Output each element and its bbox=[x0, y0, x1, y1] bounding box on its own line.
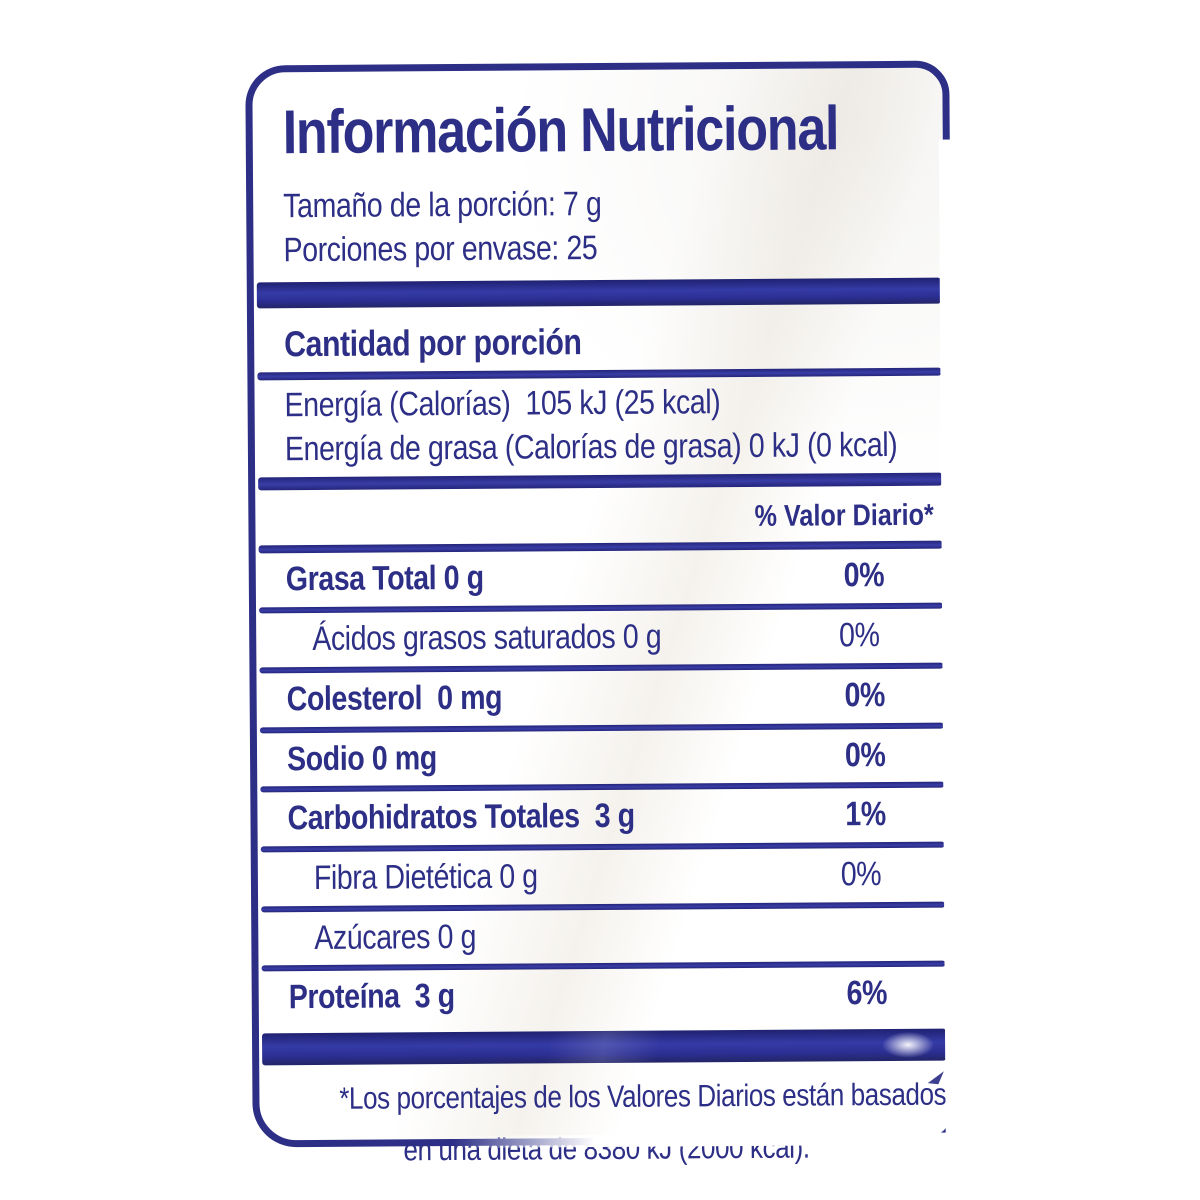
nutrition-label: Información Nutricional Tamaño de la por… bbox=[245, 60, 959, 1168]
energy-calories-text: Energía (Calorías) 105 kJ (25 kcal) bbox=[284, 383, 721, 425]
nutrient-name: Sodio 0 mg bbox=[286, 738, 437, 778]
footnote-text-1: *Los porcentajes de los Valores Diarios … bbox=[339, 1076, 947, 1116]
nutrient-dv: 0% bbox=[844, 735, 886, 774]
nutrient-row-colesterol: Colesterol 0 mg 0% bbox=[286, 668, 934, 726]
bar-gloss-streak bbox=[467, 1030, 741, 1065]
energy-row: Energía (Calorías) 105 kJ (25 kcal) bbox=[284, 380, 932, 427]
nutrient-row-acidos-grasos: Ácidos grasos saturados 0 g 0% bbox=[312, 609, 934, 667]
servings-per-container-text: Porciones por envase: 25 bbox=[283, 228, 598, 270]
nutrient-dv: 6% bbox=[846, 974, 888, 1013]
energy-fat-text: Energía de grasa (Calorías de grasa) 0 k… bbox=[284, 426, 898, 469]
label-title-text: Información Nutricional bbox=[282, 94, 839, 168]
footnote-line-1: *Los porcentajes de los Valores Diarios … bbox=[281, 1075, 946, 1120]
bar-gloss-highlight bbox=[881, 1031, 935, 1059]
nutrient-dv: 0% bbox=[840, 855, 882, 894]
nutrient-row-proteina: Proteína 3 g 6% bbox=[289, 967, 937, 1025]
nutrient-name: Grasa Total 0 g bbox=[285, 559, 484, 599]
serving-size: Tamaño de la porción: 7 g bbox=[283, 181, 931, 229]
nutrient-name: Carbohidratos Totales 3 g bbox=[287, 797, 635, 838]
divider bbox=[257, 367, 942, 381]
daily-value-header: % Valor Diario* bbox=[285, 499, 934, 537]
nutrient-dv: 0% bbox=[838, 616, 880, 655]
divider-thick bbox=[258, 472, 943, 491]
amount-per-serving-text: Cantidad por porción bbox=[284, 321, 582, 365]
nutrient-row-carbohidratos: Carbohidratos Totales 3 g 1% bbox=[287, 788, 935, 846]
amount-per-serving-header: Cantidad por porción bbox=[284, 320, 932, 365]
nutrient-dv: 0% bbox=[844, 675, 885, 715]
separator-bar-bottom bbox=[261, 1028, 947, 1066]
serving-size-text: Tamaño de la porción: 7 g bbox=[283, 185, 602, 226]
nutrient-row-sodio: Sodio 0 mg 0% bbox=[287, 728, 935, 786]
nutrient-dv: 1% bbox=[845, 795, 886, 834]
nutrient-name: Ácidos grasos saturados 0 g bbox=[312, 617, 662, 659]
label-title: Información Nutricional bbox=[282, 94, 930, 168]
servings-per-container: Porciones por envase: 25 bbox=[283, 225, 931, 273]
nutrient-name: Fibra Dietética 0 g bbox=[313, 857, 538, 897]
nutrient-row-grasa-total: Grasa Total 0 g 0% bbox=[286, 549, 934, 607]
nutrient-name: Colesterol 0 mg bbox=[286, 678, 503, 719]
separator-bar-top bbox=[256, 278, 941, 309]
daily-value-header-text: % Valor Diario* bbox=[754, 499, 934, 534]
package-edge-fade bbox=[938, 139, 959, 1146]
nutrient-name: Proteína 3 g bbox=[288, 977, 455, 1017]
nutrient-name: Azúcares 0 g bbox=[314, 917, 477, 957]
nutrient-row-azucares: Azúcares 0 g bbox=[314, 907, 936, 965]
nutrient-dv: 0% bbox=[843, 556, 885, 595]
nutrient-row-fibra: Fibra Dietética 0 g 0% bbox=[314, 848, 936, 906]
energy-fat-row: Energía de grasa (Calorías de grasa) 0 k… bbox=[285, 424, 933, 471]
